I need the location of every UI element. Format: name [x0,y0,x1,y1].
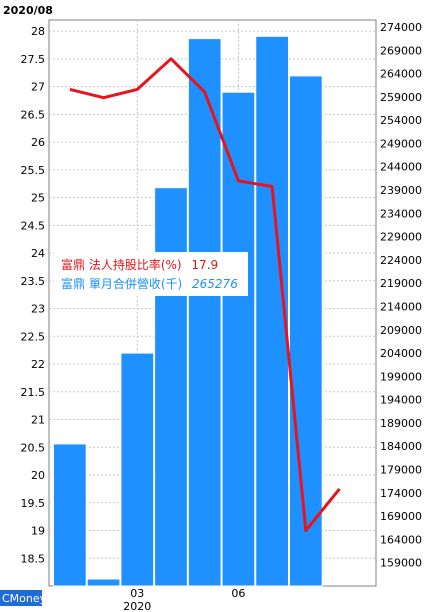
right-tick-label: 244000 [380,161,422,174]
left-tick-label: 23.5 [21,275,46,288]
left-tick-label: 21 [31,414,45,427]
right-axis-ticks: 159000 164000 169000 174000 179000 184000 1890… [380,21,422,570]
right-tick-label: 184000 [380,440,422,453]
left-tick-label: 22.5 [21,330,46,343]
left-tick-label: 25.5 [21,164,46,177]
revenue-bar [154,187,188,587]
left-tick-label: 24 [31,247,45,260]
legend-bar-entry: 富鼎 單月合併營收(千) 265276 [61,276,238,291]
left-tick-label: 19 [31,525,45,538]
period-label: 2020/08 [3,4,53,17]
right-tick-label: 164000 [380,533,422,546]
left-tick-label: 24.5 [21,219,46,232]
left-tick-label: 25 [31,192,45,205]
brand-logo[interactable]: CMoney [0,590,47,606]
legend-bar-name: 富鼎 單月合併營收(千) [61,276,182,291]
left-tick-label: 20 [31,469,45,482]
holding-ratio-line [69,57,341,532]
left-tick-label: 23 [31,303,45,316]
x-tick-label: 06 [231,587,245,600]
right-tick-label: 194000 [380,394,422,407]
legend-bar-value: 265276 [192,277,238,291]
right-tick-label: 219000 [380,277,422,290]
right-tick-label: 224000 [380,254,422,267]
right-tick-label: 174000 [380,487,422,500]
revenue-bar [187,38,222,587]
left-tick-label: 27.5 [21,53,46,66]
right-tick-label: 229000 [380,231,422,244]
legend-line-entry: 富鼎 法人持股比率(%) 17.9 [61,257,218,272]
right-tick-label: 264000 [380,68,422,81]
left-tick-label: 19.5 [21,497,46,510]
right-tick-label: 254000 [380,114,422,127]
revenue-bar [288,75,323,587]
left-tick-label: 26 [31,136,45,149]
left-tick-label: 21.5 [21,386,46,399]
right-tick-label: 214000 [380,300,422,313]
right-tick-label: 204000 [380,347,422,360]
left-tick-label: 20.5 [21,441,46,454]
right-tick-label: 234000 [380,207,422,220]
legend-line-name: 富鼎 法人持股比率(%) [61,257,182,272]
x-year-label: 2020 [123,600,151,612]
left-tick-label: 27 [31,81,45,94]
brand-badge [0,590,42,606]
right-tick-label: 199000 [380,370,422,383]
right-tick-label: 259000 [380,91,422,104]
legend-line-value: 17.9 [191,258,218,272]
right-tick-label: 159000 [380,557,422,570]
left-tick-label: 28 [31,25,45,38]
left-tick-label: 18.5 [21,552,46,565]
brand-label: CMoney [2,592,47,605]
right-tick-label: 169000 [380,510,422,523]
right-tick-label: 209000 [380,324,422,337]
legend-box [54,252,248,296]
revenue-bar [221,91,256,587]
right-tick-label: 179000 [380,464,422,477]
x-tick-label: 03 [130,587,144,600]
right-tick-label: 239000 [380,184,422,197]
revenue-bar [86,578,121,587]
right-tick-label: 274000 [380,21,422,34]
right-tick-label: 249000 [380,137,422,150]
left-tick-label: 26.5 [21,108,46,121]
right-tick-label: 189000 [380,417,422,430]
left-axis-ticks: 18.5 19 19.5 20 20.5 21 21.5 22 22.5 23 23.5 24 24.5… [21,25,46,565]
revenue-bar [120,352,155,587]
revenue-bar [53,443,87,587]
legend: 富鼎 法人持股比率(%) 17.9 富鼎 單月合併營收(千) 265276 [54,252,248,296]
left-tick-label: 22 [31,358,45,371]
right-tick-label: 269000 [380,44,422,57]
